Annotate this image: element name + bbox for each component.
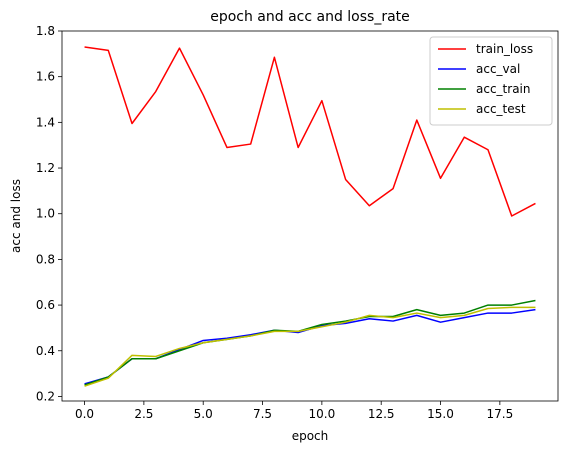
x-axis: 0.0 2.5 5.0 7.5 10.0 12.5 15.0 17.5 xyxy=(75,401,513,421)
legend-label-acc-train: acc_train xyxy=(476,82,530,96)
x-tick-label: 17.5 xyxy=(486,407,513,421)
x-tick-label: 10.0 xyxy=(309,407,336,421)
y-tick-label: 1.6 xyxy=(36,70,55,84)
series-line-acc-train xyxy=(84,299,536,386)
x-tick-label: 0.0 xyxy=(75,407,94,421)
legend-label-acc-val: acc_val xyxy=(476,62,520,76)
x-tick-label: 5.0 xyxy=(194,407,213,421)
legend: train_loss acc_val acc_train acc_test xyxy=(429,36,553,126)
y-tick-label: 1.4 xyxy=(36,115,55,129)
x-tick-label: 7.5 xyxy=(253,407,272,421)
y-tick-label: 0.6 xyxy=(36,298,55,312)
y-tick-label: 1.0 xyxy=(36,207,55,221)
y-tick-label: 1.2 xyxy=(36,161,55,175)
series-line-train-loss xyxy=(84,46,536,217)
y-tick-label: 0.2 xyxy=(36,389,55,403)
y-axis: 0.2 0.4 0.6 0.8 1.0 1.2 1.4 1.6 1.8 xyxy=(36,24,62,403)
series-line-acc-test xyxy=(84,306,536,387)
x-tick-label: 12.5 xyxy=(368,407,395,421)
legend-label-train-loss: train_loss xyxy=(476,42,533,56)
y-axis-label: acc and loss xyxy=(9,179,23,253)
chart-title: epoch and acc and loss_rate xyxy=(210,9,410,25)
legend-label-acc-test: acc_test xyxy=(476,102,526,116)
y-tick-label: 1.8 xyxy=(36,24,55,38)
plot-frame xyxy=(61,30,559,402)
legend-box xyxy=(429,36,553,126)
y-tick-label: 0.4 xyxy=(36,344,55,358)
y-tick-label: 0.8 xyxy=(36,252,55,266)
x-tick-label: 2.5 xyxy=(134,407,153,421)
series-layer xyxy=(84,46,536,387)
x-axis-label: epoch xyxy=(292,429,329,443)
x-tick-label: 15.0 xyxy=(427,407,454,421)
